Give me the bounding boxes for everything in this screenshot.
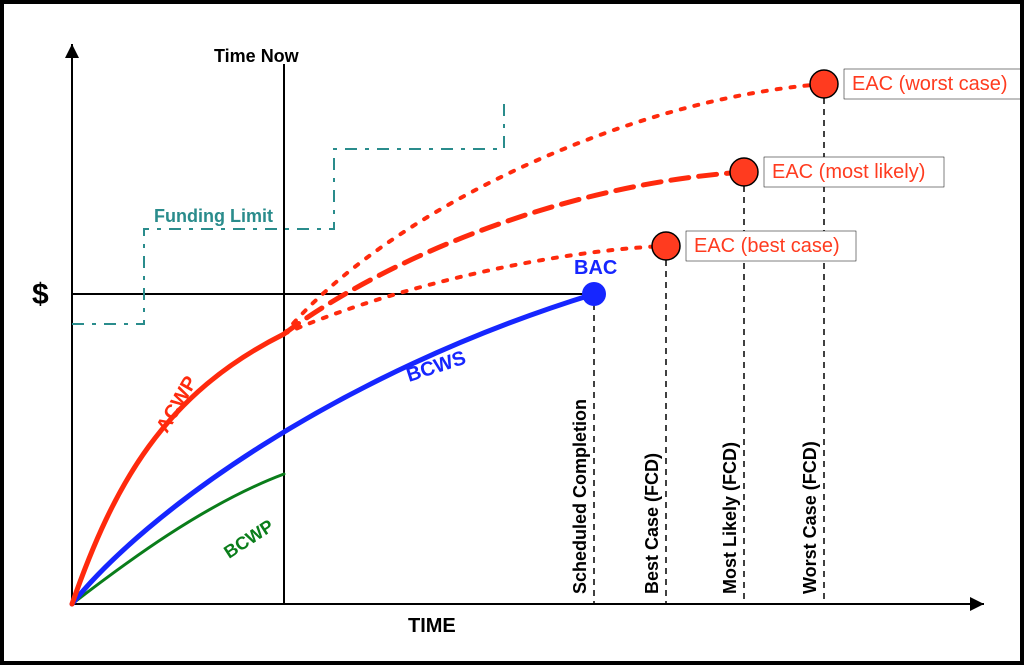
eac-best-marker-icon	[652, 232, 680, 260]
x-axis-arrow-icon	[970, 597, 984, 611]
eac-most-label: EAC (most likely)	[772, 161, 925, 183]
acwp-label: ACWP	[152, 373, 202, 437]
fcd-label-3: Worst Case (FCD)	[800, 441, 820, 594]
funding-limit-line	[72, 104, 504, 324]
fcd-label-0: Scheduled Completion	[570, 399, 590, 594]
eac-most-marker-icon	[730, 158, 758, 186]
eac-best-label: EAC (best case)	[694, 235, 840, 257]
y-axis-label: $	[32, 278, 49, 311]
x-axis-label: TIME	[408, 615, 456, 637]
bac-label: BAC	[574, 257, 617, 279]
chart-frame: TIME$Time NowFunding LimitBCWPBCWSACWPSc…	[0, 0, 1024, 665]
evm-chart: TIME$Time NowFunding LimitBCWPBCWSACWPSc…	[4, 4, 1020, 661]
funding-limit-label: Funding Limit	[154, 206, 273, 226]
eac-worst-marker-icon	[810, 70, 838, 98]
eac_worst-curve	[284, 84, 824, 334]
time-now-label: Time Now	[214, 46, 300, 66]
bcws-curve	[72, 294, 594, 604]
bcwp-label: BCWP	[220, 516, 277, 563]
fcd-label-2: Most Likely (FCD)	[720, 442, 740, 594]
fcd-label-1: Best Case (FCD)	[642, 453, 662, 594]
eac-worst-label: EAC (worst case)	[852, 73, 1008, 95]
bac-marker-icon	[582, 282, 606, 306]
acwp-curve	[72, 334, 284, 604]
y-axis-arrow-icon	[65, 44, 79, 58]
